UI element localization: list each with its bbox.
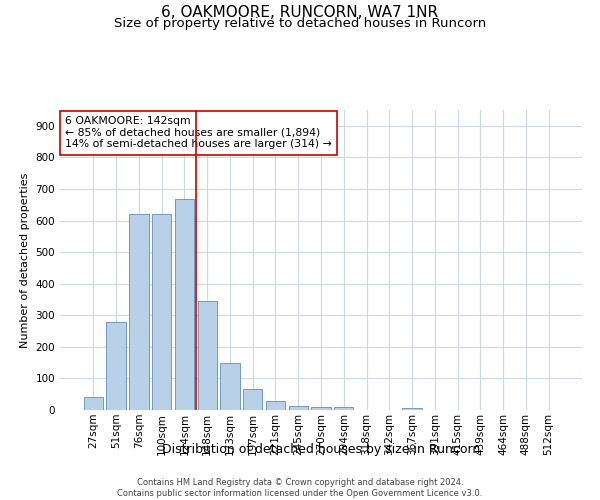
Bar [243,390,262,410]
Bar [152,214,172,410]
Bar [220,364,239,410]
Bar [403,408,422,410]
Text: 6, OAKMOORE, RUNCORN, WA7 1NR: 6, OAKMOORE, RUNCORN, WA7 1NR [161,5,439,20]
Text: Distribution of detached houses by size in Runcorn: Distribution of detached houses by size … [162,442,480,456]
Bar [289,406,308,410]
Bar [84,398,103,410]
Y-axis label: Number of detached properties: Number of detached properties [20,172,30,348]
Bar [266,401,285,410]
Text: 6 OAKMOORE: 142sqm
← 85% of detached houses are smaller (1,894)
14% of semi-deta: 6 OAKMOORE: 142sqm ← 85% of detached hou… [65,116,332,149]
Bar [129,214,149,410]
Bar [175,199,194,410]
Text: Contains HM Land Registry data © Crown copyright and database right 2024.
Contai: Contains HM Land Registry data © Crown c… [118,478,482,498]
Bar [197,301,217,410]
Bar [106,322,126,410]
Bar [311,406,331,410]
Text: Size of property relative to detached houses in Runcorn: Size of property relative to detached ho… [114,18,486,30]
Bar [334,406,353,410]
